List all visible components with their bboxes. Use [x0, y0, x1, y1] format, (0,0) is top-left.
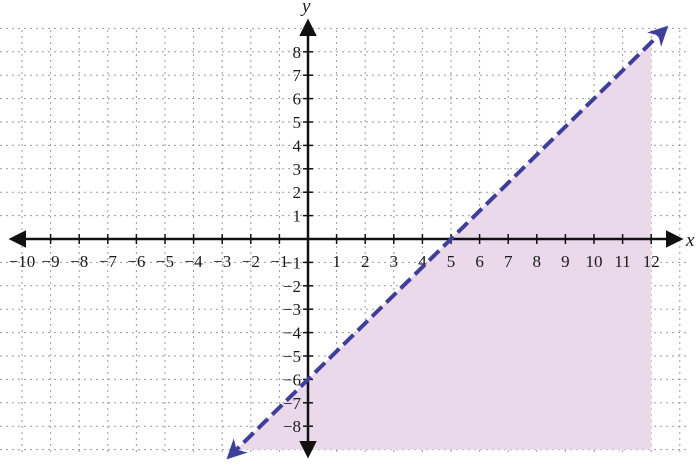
y-tick-label: 4	[293, 136, 302, 155]
y-tick-label: −8	[283, 417, 301, 436]
x-tick-label: 2	[361, 252, 370, 271]
x-tick-label: −5	[156, 252, 174, 271]
y-tick-label: −6	[283, 370, 301, 389]
x-tick-label: −3	[213, 252, 231, 271]
x-tick-label: 6	[475, 252, 484, 271]
y-tick-label: 2	[293, 183, 302, 202]
y-tick-label: 8	[293, 43, 302, 62]
x-tick-label: 1	[332, 252, 341, 271]
x-tick-label: 5	[447, 252, 456, 271]
y-tick-label: −5	[283, 347, 301, 366]
y-axis-label: y	[300, 0, 311, 17]
x-tick-label: 3	[390, 252, 399, 271]
y-tick-label: −3	[283, 300, 301, 319]
x-tick-label: 12	[643, 252, 660, 271]
y-tick-label: 6	[293, 90, 302, 109]
x-tick-label: 11	[614, 252, 630, 271]
x-tick-label: 8	[533, 252, 542, 271]
x-tick-label: 9	[561, 252, 570, 271]
y-tick-label: 1	[293, 207, 302, 226]
y-tick-label: −4	[283, 324, 302, 343]
boundary-line-dashed	[226, 25, 669, 460]
x-tick-label: −2	[242, 252, 260, 271]
x-tick-label: −4	[185, 252, 204, 271]
y-tick-label: 5	[293, 113, 302, 132]
x-tick-label: 7	[504, 252, 513, 271]
x-tick-label: −8	[70, 252, 88, 271]
y-tick-label: 3	[293, 160, 302, 179]
x-tick-label: −6	[127, 252, 145, 271]
y-tick-label: −1	[283, 253, 301, 272]
x-axis-label: x	[685, 230, 695, 251]
x-tick-label: −7	[99, 252, 118, 271]
x-tick-label: 10	[586, 252, 603, 271]
y-tick-label: −2	[283, 277, 301, 296]
x-tick-label: −9	[42, 252, 60, 271]
x-tick-label: −10	[9, 252, 36, 271]
y-tick-label: 7	[293, 66, 302, 85]
